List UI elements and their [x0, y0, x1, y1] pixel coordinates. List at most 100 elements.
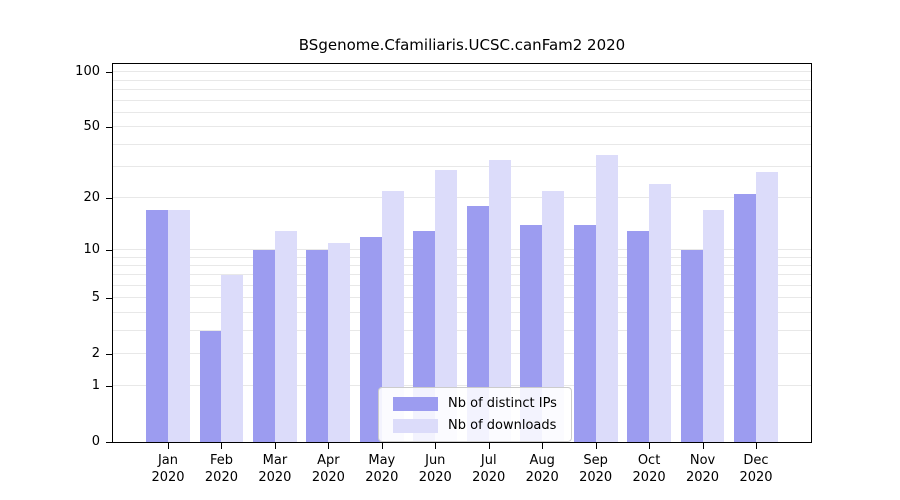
legend: Nb of distinct IPs Nb of downloads [378, 387, 572, 442]
x-tick-label-dec: Dec 2020 [724, 452, 788, 486]
x-tick-mark [435, 443, 437, 449]
bar-nb-of-downloads-mar [274, 230, 297, 442]
x-tick-label-feb: Feb 2020 [189, 452, 253, 486]
bars-layer [113, 64, 811, 442]
gridline [113, 88, 811, 90]
legend-item-nb-of-downloads: Nb of downloads [393, 418, 557, 433]
legend-swatch-nb-of-distinct-ips [393, 396, 438, 411]
y-tick-mark [106, 386, 112, 388]
bar-nb-of-distinct-ips-jul [466, 206, 489, 442]
gridline [113, 312, 811, 314]
x-tick-mark [274, 443, 276, 449]
x-tick-label-apr: Apr 2020 [296, 452, 360, 486]
x-tick-year: 2020 [525, 470, 559, 485]
x-tick-mark [649, 443, 651, 449]
x-tick-year: 2020 [204, 470, 238, 485]
gridline [113, 143, 811, 145]
legend-swatch-nb-of-downloads [393, 418, 438, 433]
y-tick-mark [106, 127, 112, 129]
x-tick-year: 2020 [258, 470, 292, 485]
gridline [113, 285, 811, 287]
y-tick-label: 0 [91, 434, 100, 449]
x-tick-mark [221, 443, 223, 449]
x-tick-label-mar: Mar 2020 [243, 452, 307, 486]
x-tick-label-jan: Jan 2020 [136, 452, 200, 486]
bar-nb-of-downloads-nov [702, 210, 725, 442]
y-tick-mark [106, 298, 112, 300]
x-tick-year: 2020 [365, 470, 399, 485]
gridline [113, 126, 811, 128]
x-tick-year: 2020 [151, 470, 185, 485]
x-tick-label-jun: Jun 2020 [403, 452, 467, 486]
plot-area: Nb of distinct IPs Nb of downloads [112, 63, 812, 443]
x-tick-mark [702, 443, 704, 449]
x-tick-year: 2020 [685, 470, 720, 485]
gridline [113, 71, 811, 73]
x-tick-mark [328, 443, 330, 449]
x-tick-mark [756, 443, 757, 449]
gridline [113, 99, 811, 101]
legend-label: Nb of downloads [448, 418, 557, 433]
bar-nb-of-distinct-ips-may [359, 236, 382, 442]
bar-nb-of-distinct-ips-apr [306, 249, 329, 442]
bar-nb-of-distinct-ips-feb [199, 330, 222, 442]
y-tick-label: 100 [75, 64, 100, 80]
gridline [113, 353, 811, 354]
bar-nb-of-distinct-ips-mar [252, 249, 275, 442]
bar-nb-of-downloads-feb [221, 275, 244, 442]
bar-nb-of-distinct-ips-oct [627, 230, 650, 442]
gridline [113, 165, 811, 167]
gridline [113, 385, 811, 387]
bar-nb-of-downloads-dec [756, 172, 778, 442]
gridline [113, 79, 811, 81]
gridline [113, 111, 811, 113]
bar-nb-of-downloads-sep [595, 154, 618, 442]
x-tick-label-nov: Nov 2020 [671, 452, 735, 486]
gridline [113, 197, 811, 199]
x-tick-year: 2020 [632, 470, 666, 485]
bar-nb-of-distinct-ips-dec [734, 194, 756, 442]
y-tick-mark [106, 72, 112, 74]
x-tick-label-may: May 2020 [350, 452, 414, 486]
y-tick-label: 50 [83, 119, 100, 135]
x-tick-mark [168, 443, 169, 449]
y-tick-label: 10 [83, 241, 100, 257]
bar-nb-of-downloads-aug [542, 190, 565, 442]
gridlines-layer [113, 64, 811, 442]
bar-nb-of-downloads-may [381, 190, 404, 442]
bar-nb-of-downloads-jun [435, 169, 458, 442]
y-tick-mark [106, 198, 112, 200]
x-tick-year: 2020 [472, 470, 506, 485]
x-tick-year: 2020 [418, 470, 452, 485]
gridline [113, 274, 811, 276]
chart-title: BSgenome.Cfamiliaris.UCSC.canFam2 2020 [298, 36, 626, 54]
bar-nb-of-downloads-jan [168, 210, 190, 442]
gridline [113, 329, 811, 331]
bar-nb-of-distinct-ips-nov [680, 249, 703, 442]
gridline [113, 297, 811, 299]
x-tick-label-sep: Sep 2020 [564, 452, 628, 486]
gridline [113, 248, 811, 250]
x-tick-mark [381, 443, 383, 449]
bar-nb-of-downloads-apr [328, 242, 351, 442]
x-tick-year: 2020 [579, 470, 613, 485]
gridline [113, 264, 811, 266]
bar-nb-of-downloads-oct [649, 184, 671, 442]
legend-item-nb-of-distinct-ips: Nb of distinct IPs [393, 396, 557, 411]
legend-label: Nb of distinct IPs [448, 396, 557, 411]
bar-nb-of-downloads-jul [488, 159, 511, 442]
x-tick-mark [542, 443, 544, 449]
x-tick-label-jul: Jul 2020 [457, 452, 521, 486]
x-tick-year: 2020 [739, 470, 773, 485]
y-tick-mark [106, 442, 112, 443]
x-tick-label-oct: Oct 2020 [617, 452, 681, 486]
bar-nb-of-distinct-ips-jan [146, 210, 168, 442]
x-tick-mark [595, 443, 597, 449]
x-tick-mark [488, 443, 490, 449]
y-tick-label: 5 [91, 290, 100, 306]
gridline [113, 256, 811, 258]
x-tick-label-aug: Aug 2020 [510, 452, 574, 486]
x-tick-year: 2020 [311, 470, 345, 485]
bar-nb-of-distinct-ips-sep [573, 225, 596, 442]
